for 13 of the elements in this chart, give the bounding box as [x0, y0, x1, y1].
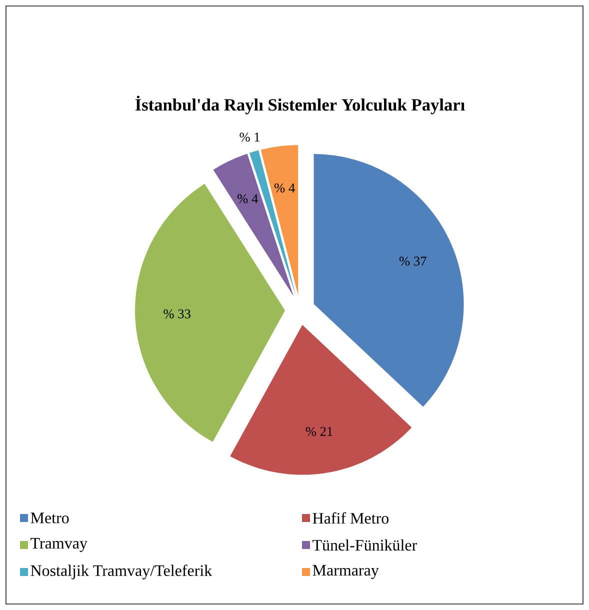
data-label: % 37: [399, 256, 426, 266]
legend-label: Tünel-Füniküler: [312, 539, 418, 551]
data-label: % 1: [240, 132, 260, 142]
legend-label: Tramvay: [30, 538, 88, 552]
legend-label: Hafif Metro: [312, 512, 389, 524]
data-label: % 4: [274, 183, 295, 192]
legend-label: Metro: [30, 512, 69, 524]
legend-label: Marmaray: [312, 565, 379, 579]
data-label: % 4: [238, 194, 258, 204]
chart-title: İstanbul'da Raylı Sistemler Yolculuk Payları: [135, 96, 465, 114]
legend-label: Nostaljik Tramvay/Teleferik: [30, 564, 212, 580]
data-label: % 33: [164, 309, 190, 318]
data-label: % 21: [306, 426, 332, 436]
